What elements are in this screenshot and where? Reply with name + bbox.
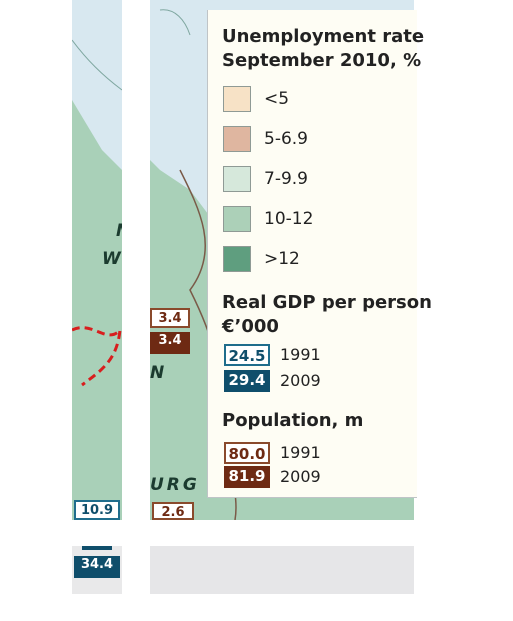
- gdp-1991-box: 24.5: [224, 344, 270, 366]
- gdp-2009-box: 29.4: [224, 370, 270, 392]
- pop-1991-box: 80.0: [224, 442, 270, 464]
- swatch-label-lt5: <5: [264, 89, 290, 109]
- gdp-2009-year: 2009: [280, 371, 321, 390]
- pop-2009-year: 2009: [280, 467, 321, 486]
- pop-1991-year: 1991: [280, 443, 321, 462]
- map-label-w: W: [102, 249, 121, 269]
- gdp-1991-year: 1991: [280, 345, 321, 364]
- right-map-bottom-strip: [150, 546, 414, 594]
- swatch-label-gt12: >12: [264, 249, 300, 269]
- left-map-strip: N W 10.9: [72, 0, 122, 520]
- gdp-title-line2: €’000: [222, 316, 279, 337]
- population-title: Population, m: [222, 410, 364, 431]
- swatch-5-6-9: [223, 126, 251, 152]
- map-pop-1991-box: 3.4: [150, 308, 190, 328]
- swatch-7-9-9: [223, 166, 251, 192]
- map-pop-2009-box: 3.4: [150, 332, 190, 354]
- map-legend: Unemployment rate September 2010, % <5 5…: [207, 10, 432, 498]
- unemployment-title-line1: Unemployment rate: [222, 26, 425, 47]
- swatch-lt5: [223, 86, 251, 112]
- left-map-shapes: [72, 0, 122, 387]
- gdp-title-line1: Real GDP per person: [222, 292, 432, 313]
- left-map-strip-bottom: 34.4: [72, 546, 122, 594]
- swatch-label-5-6-9: 5-6.9: [264, 129, 308, 149]
- map-pop-bottom-box: 2.6: [152, 502, 194, 520]
- swatch-label-7-9-9: 7-9.9: [264, 169, 308, 189]
- left-gdp-2009-box: 34.4: [74, 556, 120, 578]
- pop-2009-box: 81.9: [224, 466, 270, 488]
- swatch-label-10-12: 10-12: [264, 209, 314, 229]
- clipped-box-edge: [82, 546, 112, 550]
- map-label-n: N: [116, 222, 122, 240]
- swatch-10-12: [223, 206, 251, 232]
- map-label-n2: N: [150, 363, 165, 383]
- map-label-urg: URG: [150, 475, 200, 495]
- unemployment-title-line2: September 2010, %: [222, 50, 422, 71]
- left-gdp-1991-box: 10.9: [74, 500, 120, 520]
- swatch-gt12: [223, 246, 251, 272]
